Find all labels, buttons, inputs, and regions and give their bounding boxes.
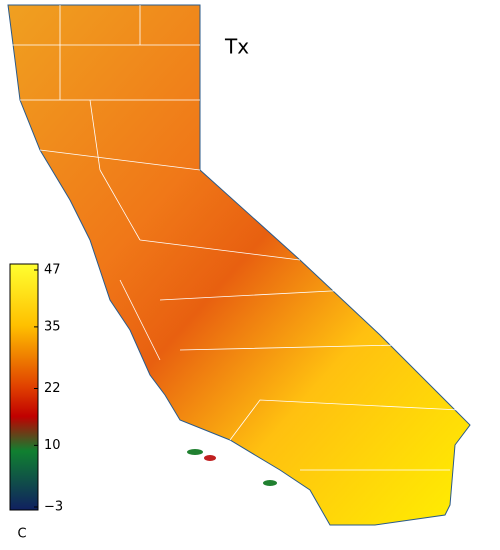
- map-title: Tx: [224, 35, 249, 59]
- colorbar-tick-label: 35: [44, 319, 61, 334]
- colorbar-tick-label: 10: [44, 438, 61, 453]
- california-map: [7, 4, 471, 526]
- islands: [187, 449, 277, 486]
- colorbar-tick-label: 22: [44, 381, 61, 396]
- colorbar: [9, 263, 39, 511]
- colorbar-tick-label: −3: [44, 500, 63, 515]
- colorbar-unit: C: [17, 527, 26, 542]
- county-lines: [8, 5, 461, 471]
- colorbar-tick-label: 47: [44, 263, 61, 278]
